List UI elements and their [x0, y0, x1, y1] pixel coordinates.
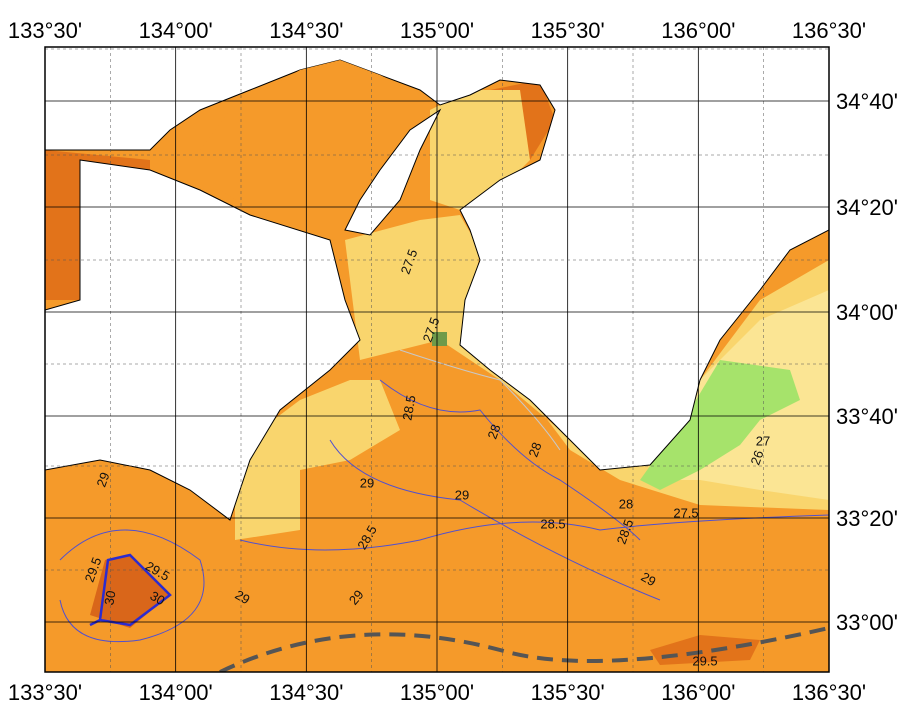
lon-label: 134°30'	[269, 18, 343, 43]
contour-label: 29	[639, 569, 659, 589]
lon-label: 134°00'	[139, 680, 213, 705]
contour-label: 28	[619, 496, 633, 511]
grid	[45, 47, 829, 672]
cold-water	[640, 360, 800, 490]
lon-label: 133°30'	[8, 680, 82, 705]
contour-label: 26	[747, 448, 766, 467]
land	[45, 159, 361, 521]
contour-label: 29	[360, 475, 374, 490]
contour-label: 29	[93, 470, 112, 489]
contour-label: 28	[484, 422, 503, 441]
lat-label: 33°00'	[836, 610, 898, 635]
lon-label: 136°00'	[661, 680, 735, 705]
lat-label: 33°40'	[836, 404, 898, 429]
lon-label: 136°30'	[792, 680, 866, 705]
contour-label: 27.5	[673, 505, 698, 520]
lon-label: 136°00'	[661, 18, 735, 43]
contour-label: 28.5	[540, 516, 565, 531]
lon-label: 134°00'	[139, 18, 213, 43]
current-axis	[219, 626, 829, 672]
lon-label: 135°30'	[531, 18, 605, 43]
lat-label: 34°20'	[836, 195, 898, 220]
contour	[59, 529, 205, 643]
lat-label: 34°00'	[836, 300, 898, 325]
frame	[44, 46, 830, 673]
lon-label: 135°00'	[400, 18, 474, 43]
cold-cell	[432, 332, 447, 346]
contour	[239, 514, 829, 551]
warm-patch	[650, 635, 760, 665]
lat-label: 33°20'	[836, 506, 898, 531]
island	[344, 108, 442, 236]
contour-label: 28	[525, 440, 544, 459]
contour	[329, 439, 661, 601]
lon-label: 133°30'	[8, 18, 82, 43]
contour-label: 29	[455, 487, 469, 502]
lon-label: 134°30'	[269, 680, 343, 705]
contour-label: 29.5	[692, 653, 717, 668]
lon-label: 136°30'	[792, 18, 866, 43]
contour-label: 28.5	[399, 394, 418, 422]
contour-label: 30	[101, 589, 118, 606]
contour-label: 27	[756, 433, 770, 448]
contour	[379, 379, 641, 541]
lon-label: 135°00'	[400, 680, 474, 705]
cool-water	[235, 380, 400, 540]
contour-label: 30	[148, 588, 168, 608]
lat-label: 34°40'	[836, 89, 898, 114]
contour	[399, 349, 561, 451]
lon-label: 135°30'	[531, 680, 605, 705]
contour-label: 29	[233, 587, 253, 607]
